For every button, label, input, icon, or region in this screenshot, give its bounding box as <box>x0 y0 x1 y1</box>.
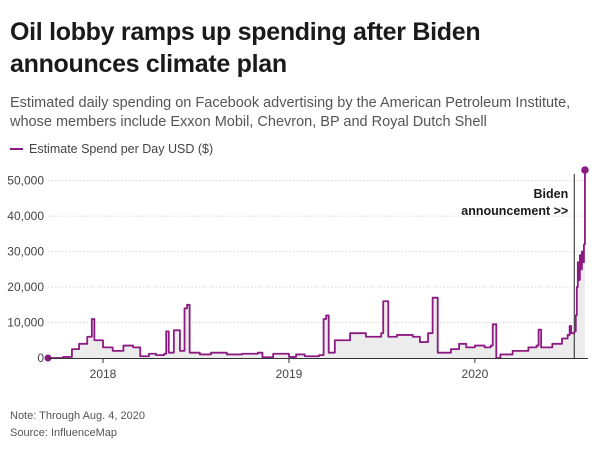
annotation-text: Biden <box>534 187 569 201</box>
chart-subtitle: Estimated daily spending on Facebook adv… <box>10 95 571 130</box>
x-tick-label: 2020 <box>462 367 489 381</box>
y-tick-label: 20,000 <box>7 280 44 294</box>
annotation-text: announcement >> <box>461 204 568 218</box>
y-tick-label: 10,000 <box>7 316 44 330</box>
legend-swatch <box>10 148 23 150</box>
footnote: Note: Through Aug. 4, 2020 <box>10 410 145 422</box>
legend-label: Estimate Spend per Day USD ($) <box>29 142 214 156</box>
y-tick-label: 40,000 <box>7 209 44 223</box>
area-fill <box>48 170 585 358</box>
x-tick-label: 2018 <box>90 367 117 381</box>
legend: Estimate Spend per Day USD ($) <box>10 142 213 156</box>
end-point <box>581 166 589 174</box>
source: Source: InfluenceMap <box>10 427 118 439</box>
y-tick-label: 50,000 <box>7 174 44 188</box>
x-tick-label: 2019 <box>276 367 303 381</box>
y-tick-label: 30,000 <box>7 245 44 259</box>
y-tick-label: 0 <box>37 351 44 365</box>
line-chart: 0 10,000 20,000 30,000 40,000 50,000 Biden anno… <box>7 166 589 381</box>
series-line <box>48 170 586 359</box>
chart-title: Oil lobby ramps up spending after Biden … <box>10 18 481 78</box>
